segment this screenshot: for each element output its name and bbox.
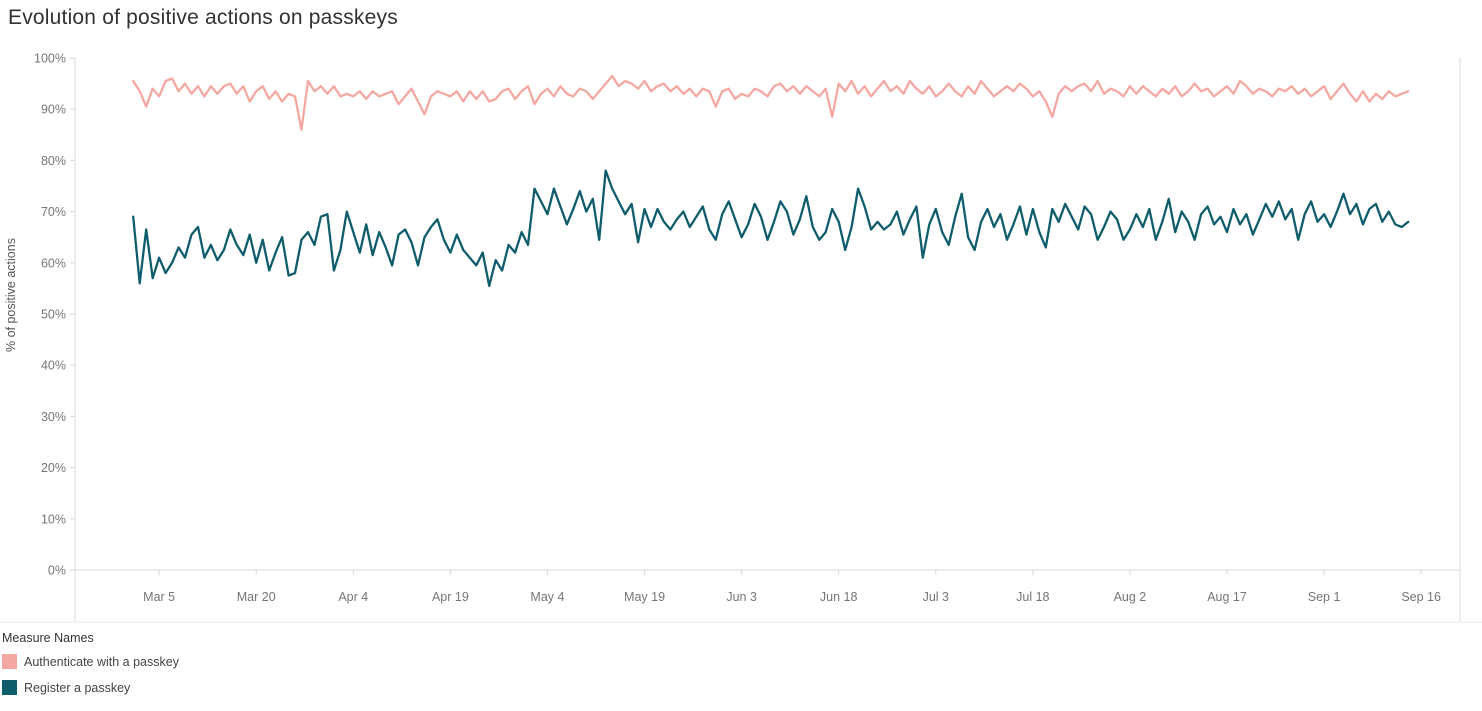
legend-swatch-register xyxy=(2,680,17,695)
y-tick-label: 100% xyxy=(34,52,66,66)
y-tick-label: 0% xyxy=(48,564,66,578)
x-tick-label: Aug 2 xyxy=(1114,590,1147,604)
x-tick-label: Apr 4 xyxy=(338,590,368,604)
measure-names-legend: Measure Names Authenticate with a passke… xyxy=(2,631,179,706)
y-tick-label: 60% xyxy=(41,256,66,270)
chart-canvas[interactable]: 0% 10% 20% 30% 40% 50% 60% 70% 80% 90% 100% Mar 5 Ma… xyxy=(0,45,1482,630)
legend-item-authenticate[interactable]: Authenticate with a passkey xyxy=(2,654,179,669)
x-tick-label: Jul 3 xyxy=(923,590,949,604)
x-tick-label: May 19 xyxy=(624,590,665,604)
legend-label: Authenticate with a passkey xyxy=(24,654,179,669)
x-tick-label: Apr 19 xyxy=(432,590,469,604)
y-tick-label: 20% xyxy=(41,461,66,475)
page-title: Evolution of positive actions on passkey… xyxy=(8,6,398,29)
x-tick-label: Jun 3 xyxy=(726,590,757,604)
legend-item-register[interactable]: Register a passkey xyxy=(2,680,179,695)
x-tick-label: Sep 16 xyxy=(1401,590,1441,604)
x-tick-label: Mar 20 xyxy=(237,590,276,604)
legend-swatch-authenticate xyxy=(2,654,17,669)
chart-area[interactable]: 0% 10% 20% 30% 40% 50% 60% 70% 80% 90% 100% Mar 5 Ma… xyxy=(0,45,1482,630)
legend-title: Measure Names xyxy=(2,631,94,645)
x-tick-label: Mar 5 xyxy=(143,590,175,604)
y-tick-label: 50% xyxy=(41,308,66,322)
series-line-authenticate-with-a-passkey[interactable] xyxy=(132,74,1410,131)
y-axis-title: % of positive actions xyxy=(4,238,18,352)
x-tick-label: Jul 18 xyxy=(1016,590,1049,604)
y-tick-label: 40% xyxy=(41,359,66,373)
y-tick-label: 30% xyxy=(41,410,66,424)
y-tick-label: 90% xyxy=(41,103,66,117)
x-tick-label: Aug 17 xyxy=(1207,590,1247,604)
y-tick-label: 70% xyxy=(41,205,66,219)
series-line-register-a-passkey[interactable] xyxy=(132,169,1410,287)
x-tick-label: Jun 18 xyxy=(820,590,858,604)
x-tick-label: Sep 1 xyxy=(1308,590,1341,604)
y-tick-label: 10% xyxy=(41,512,66,526)
x-tick-label: May 4 xyxy=(530,590,564,604)
y-tick-label: 80% xyxy=(41,154,66,168)
legend-label: Register a passkey xyxy=(24,680,131,695)
